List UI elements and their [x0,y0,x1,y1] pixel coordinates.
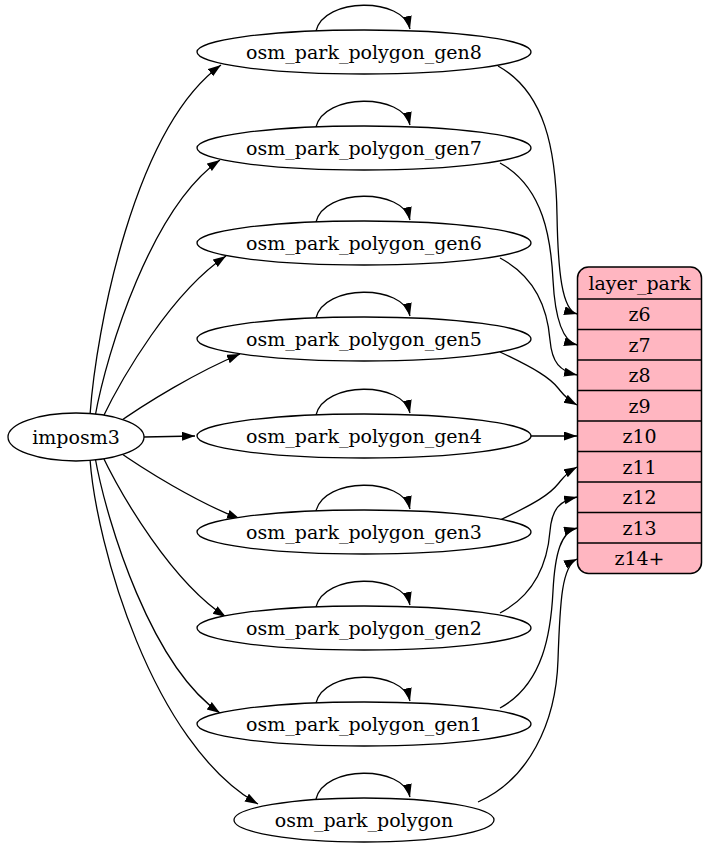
node-osm-park-polygon-gen8: osm_park_polygon_gen8 [197,30,531,74]
node-osm-park-polygon-gen3: osm_park_polygon_gen3 [197,510,531,554]
gen4-label: osm_park_polygon_gen4 [246,425,482,448]
gen7-label: osm_park_polygon_gen7 [246,137,482,160]
row-z10: z10 [622,425,656,447]
self-loop-gen5 [316,292,410,318]
row-z14: z14+ [614,547,664,569]
gen5-label: osm_park_polygon_gen5 [246,328,482,351]
row-z7: z7 [628,334,650,356]
gen8-label: osm_park_polygon_gen8 [246,41,482,64]
row-z13: z13 [622,517,656,539]
row-z9: z9 [628,395,650,417]
row-z12: z12 [622,486,656,508]
gen2-label: osm_park_polygon_gen2 [246,617,482,640]
node-osm-park-polygon-gen6: osm_park_polygon_gen6 [197,221,531,265]
edge-imposm3-to-gen4 [144,436,195,437]
gen3-label: osm_park_polygon_gen3 [246,521,482,544]
edge-gen5-to-z9 [500,352,577,405]
self-loop-polygon [316,773,410,799]
node-imposm3: imposm3 [8,413,144,461]
gen1-label: osm_park_polygon_gen1 [246,713,482,736]
gen6-label: osm_park_polygon_gen6 [246,232,482,255]
node-osm-park-polygon: osm_park_polygon [234,798,494,842]
edge-imposm3-to-gen7 [95,160,220,417]
graphviz-diagram: imposm3 osm_park_polygon_gen8 osm_park_p… [0,0,707,851]
self-loop-gen2 [316,581,410,607]
edge-polygon-to-z14 [478,559,577,802]
row-z11: z11 [622,456,656,478]
polygon-label: osm_park_polygon [275,809,454,832]
edge-gen8-to-z6 [498,66,577,314]
row-z6: z6 [628,303,650,325]
self-loop-gen7 [316,101,410,127]
self-loop-gen4 [316,389,410,415]
layer-park-table: layer_park z6 z7 z8 z9 z10 z11 z12 z13 z… [578,267,702,574]
edge-gen3-to-z11 [500,467,577,520]
layer-park-title: layer_park [588,272,691,295]
edge-imposm3-to-gen1 [95,457,220,713]
self-loop-gen3 [316,485,410,511]
self-loop-gen1 [316,677,410,703]
imposm3-label: imposm3 [32,426,120,448]
self-loops [316,5,410,799]
table-nodes: osm_park_polygon_gen8 osm_park_polygon_g… [197,30,531,842]
row-z8: z8 [628,364,650,386]
node-osm-park-polygon-gen5: osm_park_polygon_gen5 [197,317,531,361]
node-osm-park-polygon-gen4: osm_park_polygon_gen4 [197,414,531,458]
node-osm-park-polygon-gen7: osm_park_polygon_gen7 [197,126,531,170]
node-osm-park-polygon-gen2: osm_park_polygon_gen2 [197,606,531,650]
node-osm-park-polygon-gen1: osm_park_polygon_gen1 [197,702,531,746]
self-loop-gen8 [316,5,410,31]
self-loop-gen6 [316,196,410,222]
